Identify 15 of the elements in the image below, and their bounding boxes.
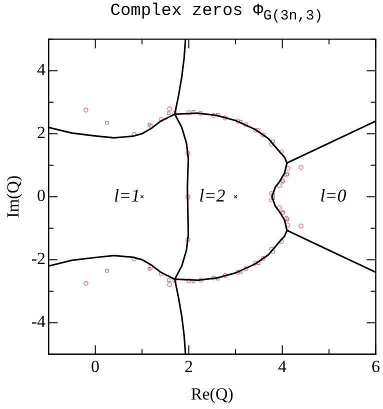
y-axis-title: Im(Q) <box>4 175 23 218</box>
y-tick-label: -4 <box>31 312 46 332</box>
x-tick-label: 6 <box>372 356 380 376</box>
x-tick-label: 4 <box>278 356 288 376</box>
x-axis-title: Re(Q) <box>190 384 234 404</box>
x-tick-label: 0 <box>91 356 100 376</box>
annotation: l=1 <box>114 185 140 206</box>
chart-title: Complex zeros Φ$_{G(3n,3)}$ <box>109 1 324 26</box>
y-tick-label: -2 <box>31 249 46 268</box>
y-tick-label: 4 <box>37 60 46 80</box>
annotation: l=0 <box>320 185 346 206</box>
y-tick-label: 0 <box>37 186 46 206</box>
annotation: l=2 <box>199 185 226 206</box>
y-tick-label: 2 <box>37 123 46 142</box>
x-tick-label: 2 <box>184 356 194 376</box>
